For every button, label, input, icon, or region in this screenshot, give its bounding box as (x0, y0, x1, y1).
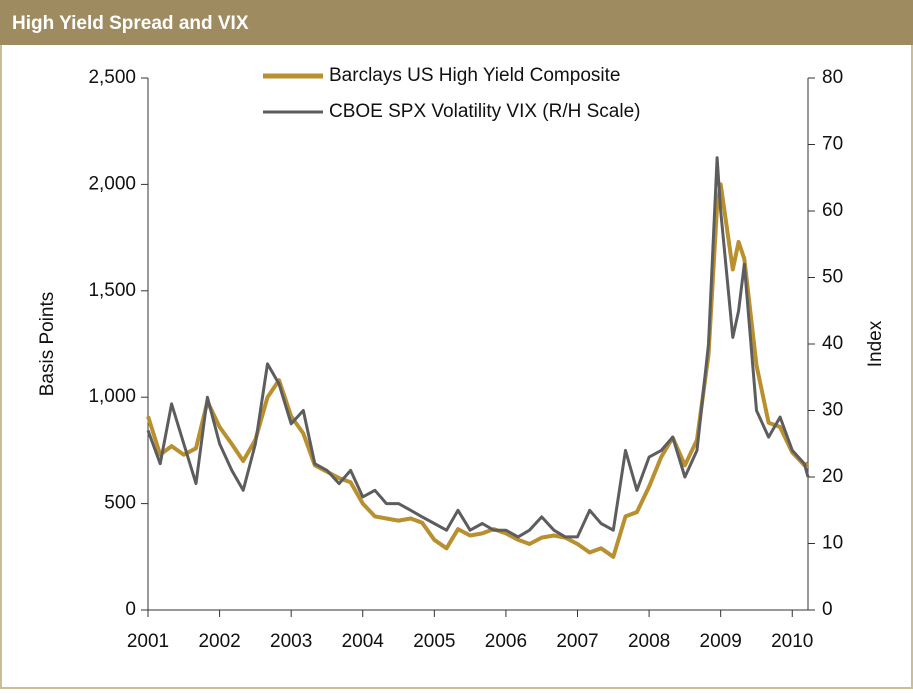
x-tick-label: 2003 (270, 631, 312, 652)
x-tick-label: 2002 (198, 631, 240, 652)
y2-axis-label: Index (865, 320, 886, 367)
y-tick-label: 2,500 (88, 67, 136, 88)
y-tick-label: 2,000 (88, 173, 136, 194)
chart-title: High Yield Spread and VIX (12, 13, 249, 34)
x-tick-label: 2008 (628, 631, 670, 652)
y-tick-label: 1,500 (88, 280, 136, 301)
y2-tick-label: 40 (822, 333, 843, 354)
x-tick-label: 2009 (700, 631, 742, 652)
y-tick-label: 0 (125, 599, 136, 620)
y-axis-label: Basis Points (37, 292, 58, 397)
x-tick-label: 2004 (342, 631, 385, 652)
y2-tick-label: 10 (822, 533, 843, 554)
y2-tick-label: 0 (822, 599, 833, 620)
x-tick-label: 2006 (485, 631, 527, 652)
y2-tick-label: 20 (822, 466, 843, 487)
y2-tick-label: 60 (822, 200, 843, 221)
series-line (146, 156, 810, 539)
y2-tick-label: 70 (822, 134, 843, 155)
x-tick-label: 2007 (556, 631, 598, 652)
x-tick-label: 2005 (413, 631, 455, 652)
y-tick-label: 500 (104, 493, 136, 514)
y2-tick-label: 80 (822, 67, 843, 88)
y2-tick-label: 30 (822, 400, 843, 421)
x-tick-label: 2001 (127, 631, 169, 652)
y-tick-label: 1,000 (88, 386, 136, 407)
legend-label: Barclays US High Yield Composite (329, 65, 620, 86)
header-bar (0, 0, 913, 45)
x-tick-label: 2010 (771, 631, 813, 652)
y2-tick-label: 50 (822, 267, 843, 288)
legend-label: CBOE SPX Volatility VIX (R/H Scale) (329, 101, 641, 122)
